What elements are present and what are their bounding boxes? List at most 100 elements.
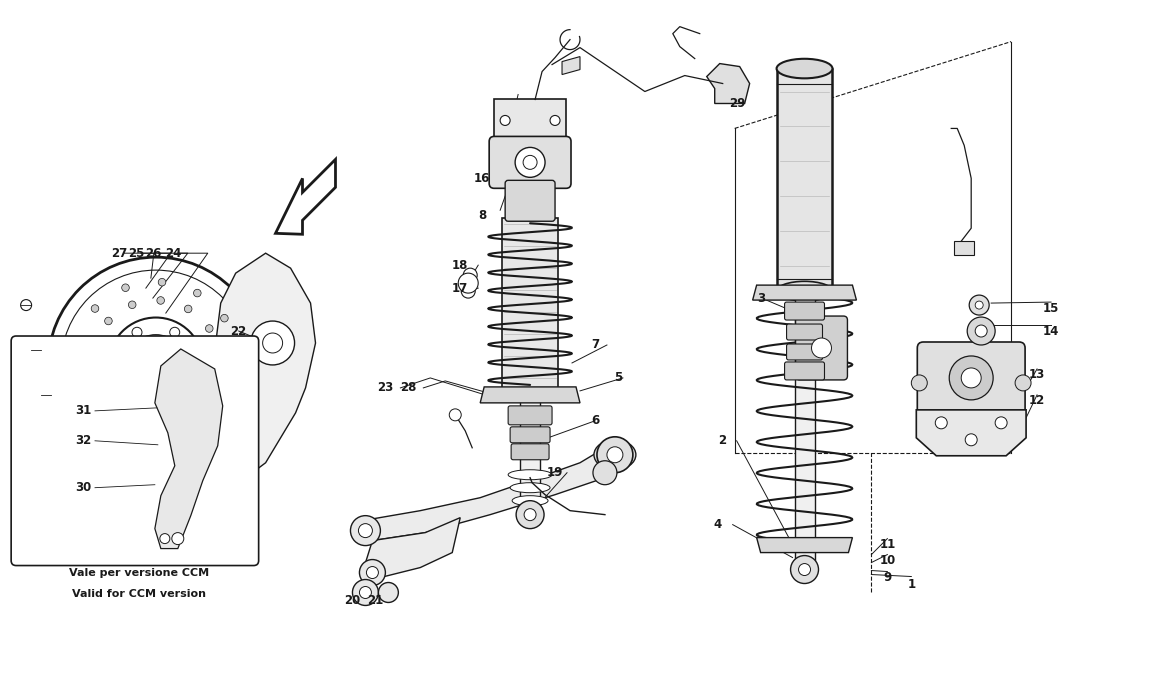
Circle shape [550, 115, 560, 126]
Circle shape [597, 437, 632, 473]
Text: 19: 19 [547, 466, 564, 479]
Circle shape [262, 333, 283, 353]
Circle shape [189, 360, 199, 370]
Text: 6: 6 [591, 415, 599, 428]
Circle shape [378, 583, 398, 602]
Circle shape [170, 393, 179, 402]
Text: 5: 5 [614, 372, 622, 385]
Text: 8: 8 [478, 209, 486, 222]
Text: 22: 22 [230, 324, 247, 337]
Circle shape [132, 393, 141, 402]
Circle shape [108, 318, 204, 413]
Circle shape [995, 417, 1007, 429]
Polygon shape [362, 518, 460, 578]
Circle shape [206, 324, 213, 333]
Text: 18: 18 [452, 259, 468, 272]
Text: 26: 26 [145, 247, 161, 260]
Polygon shape [917, 410, 1026, 456]
Text: 24: 24 [164, 247, 181, 260]
Circle shape [184, 305, 192, 313]
Ellipse shape [593, 440, 636, 470]
Circle shape [975, 301, 983, 309]
Circle shape [159, 279, 166, 286]
Text: Valid for CCM version: Valid for CCM version [72, 589, 206, 600]
Circle shape [607, 447, 623, 463]
Circle shape [367, 566, 378, 579]
Circle shape [500, 115, 511, 126]
Text: 1: 1 [907, 578, 915, 591]
Circle shape [213, 419, 224, 431]
Ellipse shape [508, 470, 552, 479]
Circle shape [171, 533, 184, 544]
Circle shape [99, 398, 106, 405]
FancyBboxPatch shape [796, 316, 848, 380]
Text: 4: 4 [714, 518, 722, 531]
Polygon shape [776, 68, 833, 291]
Circle shape [221, 314, 228, 322]
Text: Vale per versione CCM: Vale per versione CCM [69, 568, 209, 578]
Polygon shape [520, 393, 540, 515]
FancyBboxPatch shape [511, 444, 549, 460]
Circle shape [461, 284, 475, 298]
Polygon shape [795, 291, 814, 574]
Polygon shape [481, 387, 580, 403]
FancyBboxPatch shape [784, 362, 825, 380]
Ellipse shape [512, 496, 549, 505]
Circle shape [129, 301, 136, 309]
Circle shape [214, 380, 222, 388]
Circle shape [359, 524, 373, 538]
Circle shape [798, 563, 811, 576]
Circle shape [458, 273, 478, 293]
FancyBboxPatch shape [505, 180, 555, 221]
FancyBboxPatch shape [508, 406, 552, 425]
Circle shape [524, 509, 536, 520]
Circle shape [516, 501, 544, 529]
Circle shape [122, 284, 129, 292]
Text: 30: 30 [75, 482, 91, 494]
Circle shape [113, 360, 123, 370]
FancyBboxPatch shape [12, 336, 259, 566]
Text: 9: 9 [883, 571, 891, 584]
Text: 14: 14 [1043, 324, 1059, 337]
Circle shape [935, 417, 948, 429]
Circle shape [70, 374, 77, 381]
Polygon shape [562, 57, 580, 74]
Circle shape [961, 368, 981, 388]
Text: 3: 3 [758, 292, 766, 305]
Polygon shape [362, 445, 628, 540]
Circle shape [213, 417, 221, 426]
Circle shape [949, 356, 994, 400]
FancyBboxPatch shape [918, 342, 1025, 426]
Circle shape [965, 434, 977, 446]
Text: 15: 15 [1043, 302, 1059, 315]
Circle shape [812, 338, 831, 358]
Circle shape [969, 295, 989, 315]
Ellipse shape [776, 59, 833, 79]
Circle shape [146, 444, 153, 451]
Circle shape [967, 317, 995, 345]
FancyBboxPatch shape [787, 344, 822, 360]
Circle shape [21, 300, 31, 311]
Circle shape [593, 461, 616, 485]
Circle shape [176, 421, 183, 429]
Circle shape [216, 352, 223, 359]
Circle shape [91, 305, 99, 312]
Circle shape [975, 325, 987, 337]
Text: 11: 11 [880, 538, 896, 551]
Ellipse shape [776, 281, 833, 301]
Circle shape [61, 270, 251, 460]
Text: 10: 10 [880, 554, 896, 567]
Circle shape [523, 155, 537, 169]
Circle shape [790, 555, 819, 583]
Circle shape [31, 344, 41, 355]
Circle shape [463, 268, 477, 282]
Circle shape [160, 533, 170, 544]
Circle shape [235, 349, 242, 357]
Text: 32: 32 [75, 434, 91, 447]
Circle shape [110, 433, 118, 441]
Circle shape [1015, 375, 1032, 391]
Circle shape [231, 386, 239, 393]
Text: 17: 17 [452, 281, 468, 294]
Circle shape [170, 327, 179, 337]
Text: 7: 7 [591, 339, 599, 352]
